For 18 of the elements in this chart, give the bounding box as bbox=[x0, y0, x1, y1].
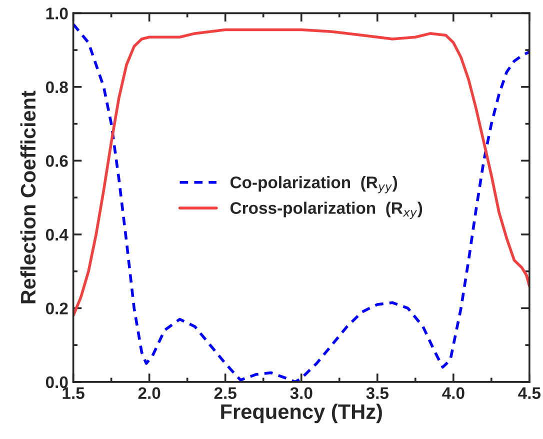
legend-label: Co-polarization (R$_{yy}$) bbox=[230, 176, 398, 194]
x-axis-title: Frequency (THz) bbox=[221, 404, 382, 424]
x-tick-label: 3.0 bbox=[290, 387, 312, 400]
x-tick-label: 2.0 bbox=[138, 387, 160, 400]
line-series bbox=[73, 28, 530, 317]
y-tick-label: 0.4 bbox=[46, 228, 68, 241]
legend-label: Cross-polarization (R$_{xy}$) bbox=[230, 202, 422, 219]
y-tick-label: 0.6 bbox=[46, 155, 68, 167]
y-tick-label: 1.0 bbox=[46, 8, 68, 20]
y-tick-label: 0.0 bbox=[46, 376, 68, 388]
x-tick-label: 2.5 bbox=[214, 387, 236, 400]
y-tick-label: 0.8 bbox=[46, 81, 68, 94]
x-tick-label: 3.5 bbox=[366, 387, 389, 400]
x-tick-label: 4.0 bbox=[442, 387, 464, 400]
y-tick-label: 0.2 bbox=[46, 302, 68, 314]
x-tick-label: 1.5 bbox=[62, 387, 84, 400]
y-axis-title: Reflection Coefficient bbox=[20, 90, 36, 304]
x-tick-label: 4.5 bbox=[518, 387, 541, 400]
